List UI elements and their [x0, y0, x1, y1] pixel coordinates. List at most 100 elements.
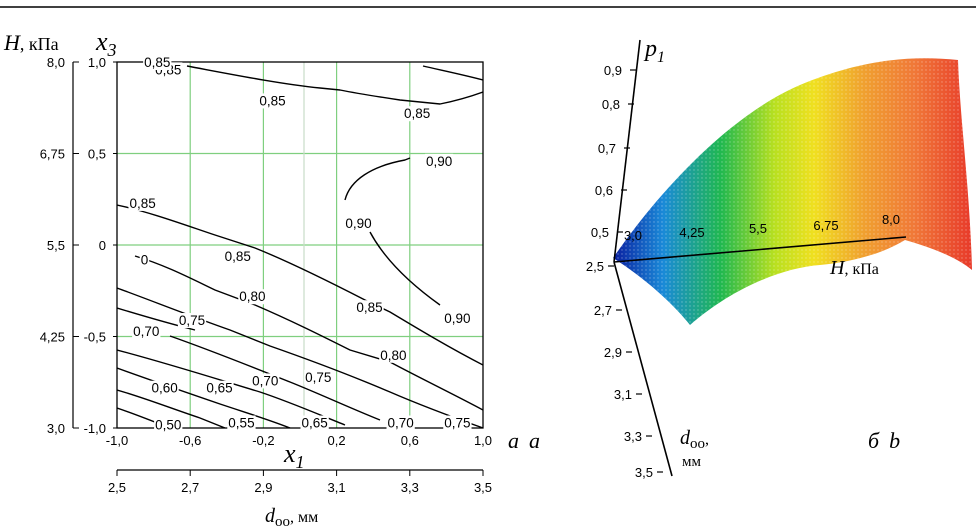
d-tick-label: 3,1 [614, 387, 632, 402]
d-tick-label: 2,5 [586, 259, 604, 274]
x-natural-tick-label: 2,9 [254, 480, 272, 495]
y-natural-tick-label: 4,25 [40, 330, 65, 345]
contour-lines [117, 65, 483, 428]
z-tick-label: 0,6 [595, 183, 613, 198]
contour-label-bg [227, 415, 256, 431]
y-coded-tick-label: 1,0 [88, 55, 106, 70]
h-axis-line [613, 236, 907, 263]
contour-label: 0,75 [444, 416, 470, 431]
y-coded-label: x3 [95, 27, 117, 60]
contour-line [117, 389, 226, 428]
contour-label: 0 [141, 253, 149, 268]
contour-label: 0,65 [206, 381, 232, 396]
contour-label-bg [177, 313, 207, 329]
d-axis-line [613, 261, 673, 477]
z-axis-ticks: 0,9 0,8 0,7 0,6 0,5 [591, 63, 636, 240]
contour-label-bg [154, 417, 183, 433]
x-natural-tick-label: 2,5 [108, 480, 126, 495]
contour-label-bg [143, 55, 172, 70]
contour-line [186, 65, 483, 105]
contour-label-bg [443, 415, 472, 431]
contour-label: 0,65 [301, 416, 327, 431]
contour-label: 0,90 [345, 216, 371, 231]
z-tick-label: 0,5 [591, 225, 609, 240]
z-axis-line [613, 39, 641, 263]
y-coded-tick-label: -1,0 [84, 421, 106, 436]
h-axis-ticks: 3,0 4,25 5,5 6,75 8,0 [624, 212, 900, 243]
contour-label-bg [402, 106, 432, 122]
y-natural-tick-label: 5,5 [47, 238, 65, 253]
x-coded-tick-label: 0,2 [328, 433, 346, 448]
contour-label: 0,85 [225, 249, 251, 264]
contour-label-bg [150, 380, 179, 396]
contour-label-bg [379, 347, 408, 363]
h-tick-label: 8,0 [882, 212, 900, 227]
gridlines [117, 62, 483, 428]
contour-label-bg [344, 216, 373, 232]
contour-label-bg [251, 373, 280, 389]
x-coded-label: x1 [283, 439, 305, 472]
contour-label: 0,60 [151, 381, 177, 396]
y-coded-tick-label: -0,5 [84, 330, 106, 345]
x-coded-tick-label: -0,6 [179, 433, 201, 448]
z-tick-label: 0,8 [602, 97, 620, 112]
contour-label: 0,75 [179, 313, 205, 328]
contour-label: 0,85 [259, 93, 285, 108]
h-tick-label: 3,0 [624, 228, 642, 243]
d-axis-unit: мм [682, 454, 701, 470]
contour-line [369, 231, 441, 306]
contour-label-bg [304, 369, 333, 385]
y-coded-tick-label: 0,5 [88, 147, 106, 162]
d-tick-label: 3,5 [635, 465, 653, 480]
contour-label: 0,55 [228, 416, 254, 431]
d-tick-label: 3,3 [624, 429, 642, 444]
x-natural-label: dоо, мм [265, 505, 318, 530]
contour-line [117, 307, 196, 331]
contour-label: 0,50 [155, 417, 181, 432]
contour-label-bg [139, 252, 150, 268]
y-coded-tick-label: 0 [99, 238, 106, 253]
d-tick-label: 2,9 [604, 345, 622, 360]
contour-line [117, 204, 483, 366]
y-natural-tick-label: 3,0 [47, 421, 65, 436]
contour-line [169, 335, 381, 421]
contour-label-bg [300, 415, 329, 431]
x-coded-tick-label: -0,2 [252, 433, 274, 448]
surface-mesh-texture [613, 58, 972, 325]
h-tick-label: 4,25 [679, 225, 704, 240]
x-coded-ticks: -1,0 -0,6 -0,2 0,2 0,6 1,0 [106, 433, 492, 448]
contour-label: 0,80 [239, 289, 265, 304]
contour-label-bg [386, 415, 415, 431]
h-tick-label: 6,75 [813, 218, 838, 233]
x-natural-tick-label: 2,7 [181, 480, 199, 495]
contour-label: 0,85 [144, 55, 170, 70]
x-natural-tick-label: 3,3 [401, 480, 419, 495]
y-natural-label: H, кПа [3, 30, 59, 55]
contour-line [134, 255, 483, 411]
x-coded-tick-label: 0,6 [401, 433, 419, 448]
contour-label: 0,70 [388, 416, 414, 431]
contour-label-bg [258, 93, 287, 109]
x-coded-tick-label: 1,0 [474, 433, 492, 448]
d-axis-label: dоо, [680, 427, 709, 452]
y-coded-ticks: 1,0 0,5 0 -0,5 -1,0 [84, 55, 117, 436]
y-natural-ticks: 8,0 6,75 5,5 4,25 3,0 [40, 55, 79, 436]
y-natural-tick-label: 6,75 [40, 147, 65, 162]
h-axis-label: H, кПа [829, 257, 879, 279]
contour-line [117, 349, 346, 426]
contour-label-bg [223, 248, 252, 264]
contour-label: 0,90 [444, 311, 470, 326]
contour-line [117, 287, 483, 428]
panel-b-surface-plot: p1 0,9 0,8 0,7 0,6 0,5 2,5 2,7 2,9 3,1 3,3 3,5 dо… [586, 36, 972, 480]
h-tick-label: 5,5 [749, 221, 767, 236]
contour-label: 0,80 [380, 348, 406, 363]
z-axis-label: p1 [643, 36, 665, 66]
x-coded-tick-label: -1,0 [106, 433, 128, 448]
y-natural-tick-label: 8,0 [47, 55, 65, 70]
contour-label-bg [443, 311, 472, 327]
contour-label: 0,75 [305, 370, 331, 385]
z-tick-label: 0,9 [604, 63, 622, 78]
